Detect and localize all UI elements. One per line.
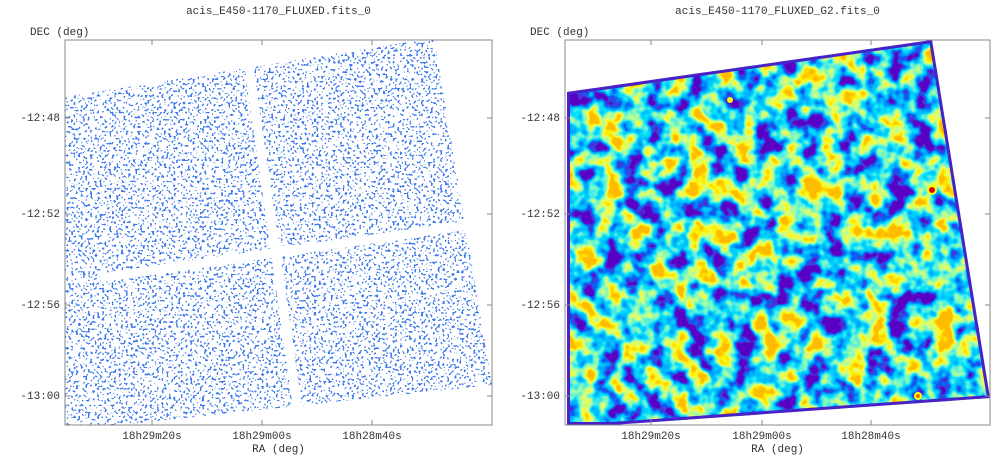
y-tick-label: -12:48: [520, 113, 560, 125]
axes-frame: [564, 39, 991, 426]
x-tick-label: 18h29m20s: [621, 431, 680, 443]
x-tick-label: 18h28m40s: [841, 431, 900, 443]
x-tick-label: 18h29m00s: [232, 431, 291, 443]
y-tick-label: -12:56: [520, 300, 560, 312]
x-tick-label: 18h29m20s: [122, 431, 181, 443]
x-tick-label: 18h29m00s: [732, 431, 791, 443]
image-left: [65, 38, 492, 425]
panel-title: acis_E450-1170_FLUXED.fits_0: [186, 6, 371, 18]
panel-title: acis_E450-1170_FLUXED_G2.fits_0: [675, 6, 880, 18]
x-tick-label: 18h28m40s: [342, 431, 401, 443]
image-right: [567, 40, 990, 425]
y-tick-label: -12:56: [20, 300, 60, 312]
axes-frame: [64, 39, 493, 426]
y-axis-label: DEC (deg): [30, 27, 89, 39]
y-tick-label: -13:00: [20, 391, 60, 403]
x-axis-label: RA (deg): [751, 444, 804, 456]
y-tick-label: -12:52: [520, 209, 560, 221]
y-tick-label: -13:00: [520, 391, 560, 403]
x-axis-label: RA (deg): [252, 444, 305, 456]
y-tick-label: -12:52: [20, 209, 60, 221]
y-axis-label: DEC (deg): [530, 27, 589, 39]
y-tick-label: -12:48: [20, 113, 60, 125]
